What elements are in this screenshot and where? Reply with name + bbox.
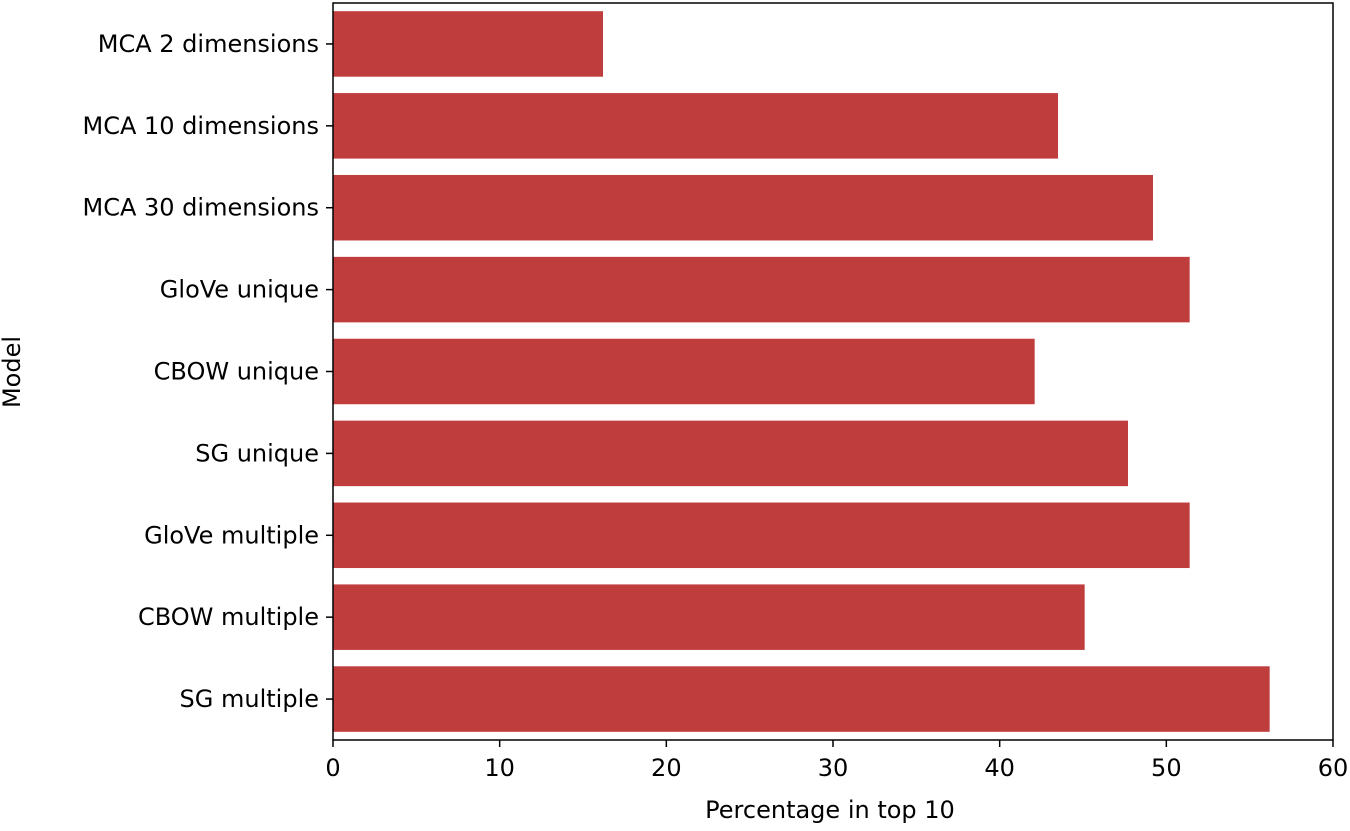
x-tick-label: 10 bbox=[484, 754, 515, 782]
x-tick-label: 50 bbox=[1151, 754, 1182, 782]
x-tick-label: 60 bbox=[1318, 754, 1349, 782]
y-tick-label: SG multiple bbox=[180, 685, 319, 713]
x-axis-label: Percentage in top 10 bbox=[705, 796, 955, 824]
y-tick-label: MCA 30 dimensions bbox=[82, 194, 319, 222]
bar bbox=[333, 666, 1270, 732]
y-tick-label: CBOW multiple bbox=[138, 603, 319, 631]
bar bbox=[333, 93, 1058, 159]
bar bbox=[333, 174, 1153, 241]
y-tick-label: GloVe multiple bbox=[144, 521, 319, 549]
bar bbox=[333, 584, 1085, 650]
bar bbox=[333, 420, 1128, 487]
bar bbox=[333, 502, 1190, 569]
plot-frame bbox=[332, 2, 1334, 741]
y-tick-label: GloVe unique bbox=[160, 276, 319, 304]
x-tick-label: 20 bbox=[651, 754, 682, 782]
y-axis-label: Model bbox=[0, 336, 26, 408]
bar bbox=[333, 338, 1035, 405]
bar bbox=[333, 256, 1190, 323]
y-tick-label: MCA 2 dimensions bbox=[98, 30, 319, 58]
bar bbox=[333, 11, 603, 77]
y-tick-label: CBOW unique bbox=[154, 358, 319, 386]
x-tick-label: 0 bbox=[325, 754, 340, 782]
y-tick-label: MCA 10 dimensions bbox=[82, 112, 319, 140]
y-tick-label: SG unique bbox=[195, 439, 319, 467]
x-tick-label: 30 bbox=[818, 754, 849, 782]
x-tick-label: 40 bbox=[984, 754, 1015, 782]
